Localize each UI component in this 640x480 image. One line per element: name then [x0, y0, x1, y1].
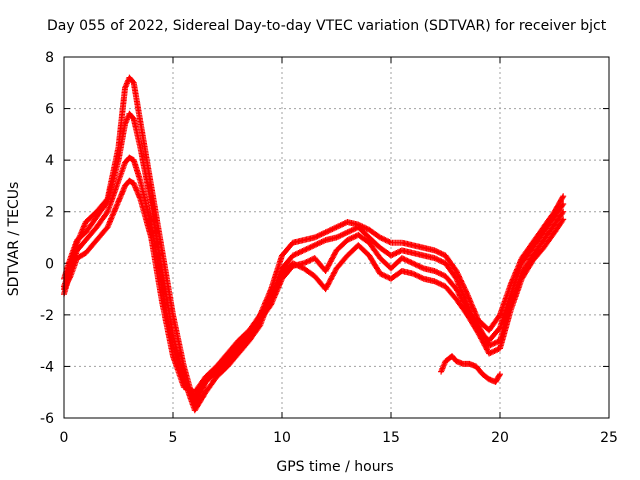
x-axis-title: GPS time / hours [276, 459, 393, 475]
y-tick-label: -2 [40, 308, 54, 324]
y-tick-label: 4 [45, 153, 54, 169]
y-axis-title: SDTVAR / TECUs [6, 182, 22, 297]
plot-area [61, 74, 567, 414]
plot-frame [63, 56, 610, 419]
y-tick-label: -4 [40, 359, 54, 375]
data-marks [61, 177, 567, 396]
y-tick-label: 8 [45, 50, 54, 66]
data-marks [438, 353, 503, 385]
y-tick-label: 0 [45, 256, 54, 272]
x-tick-label: 0 [60, 430, 69, 446]
series-track-b [61, 110, 567, 414]
x-tick-label: 15 [382, 430, 400, 446]
y-axis: -6 -4 -2 0 2 4 6 8 [40, 50, 609, 427]
series-track-e [438, 353, 503, 385]
data-marks [61, 110, 567, 414]
series-track-d [61, 177, 567, 396]
y-tick-label: 2 [45, 205, 54, 221]
x-tick-label: 20 [491, 430, 509, 446]
x-tick-label: 25 [600, 430, 618, 446]
x-tick-label: 10 [273, 430, 291, 446]
chart-title: Day 055 of 2022, Sidereal Day-to-day VTE… [47, 18, 607, 34]
y-tick-label: -6 [40, 411, 54, 427]
x-tick-label: 5 [169, 430, 178, 446]
y-tick-label: 6 [45, 102, 54, 118]
